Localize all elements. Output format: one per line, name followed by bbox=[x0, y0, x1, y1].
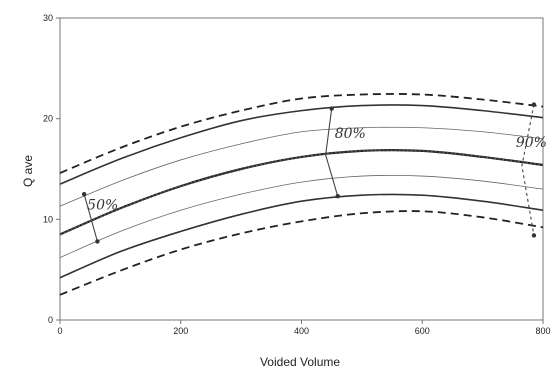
y-axis-ticks: 0 10 20 30 bbox=[43, 13, 60, 325]
x-tick-label: 600 bbox=[415, 326, 430, 336]
annotation-label-2: 80% bbox=[335, 126, 366, 142]
annotation-endpoint-1-1 bbox=[81, 191, 87, 197]
series-line-7 bbox=[59, 210, 544, 296]
annotation-bracket-1 bbox=[83, 194, 98, 242]
annotation-endpoint-3-1 bbox=[531, 102, 537, 107]
series-line-3 bbox=[59, 126, 544, 207]
x-tick-label: 0 bbox=[57, 326, 62, 336]
series-layer bbox=[59, 93, 544, 296]
x-tick-label: 400 bbox=[294, 326, 309, 336]
y-axis-title: Q ave bbox=[21, 155, 35, 187]
series-line-6 bbox=[59, 193, 544, 279]
annotation-endpoint-1-2 bbox=[95, 239, 100, 244]
series-line-5 bbox=[59, 174, 544, 258]
x-axis-title: Voided Volume bbox=[260, 355, 340, 369]
annotation-endpoint-3-2 bbox=[531, 233, 537, 238]
series-line-1 bbox=[59, 93, 544, 174]
annotation-bracket-3 bbox=[521, 104, 535, 236]
y-tick-label: 20 bbox=[43, 114, 53, 124]
y-tick-label: 0 bbox=[48, 315, 53, 325]
x-axis-ticks: 0 200 400 600 800 bbox=[57, 320, 551, 336]
series-line-4-overlay bbox=[59, 149, 544, 236]
plot-frame bbox=[59, 17, 544, 321]
series-line-2 bbox=[59, 104, 544, 185]
annotation-endpoint-2-1 bbox=[329, 106, 334, 111]
annotation-endpoint-2-2 bbox=[335, 193, 340, 199]
annotation-bracket-2 bbox=[325, 108, 339, 197]
annotation-layer: 50% 80% 90% bbox=[81, 102, 547, 244]
annotation-label-1: 50% bbox=[87, 197, 118, 213]
y-tick-label: 30 bbox=[43, 13, 53, 23]
annotation-label-3: 90% bbox=[516, 135, 547, 151]
x-tick-label: 200 bbox=[173, 326, 188, 336]
y-tick-label: 10 bbox=[43, 214, 53, 224]
x-tick-label: 800 bbox=[535, 326, 550, 336]
